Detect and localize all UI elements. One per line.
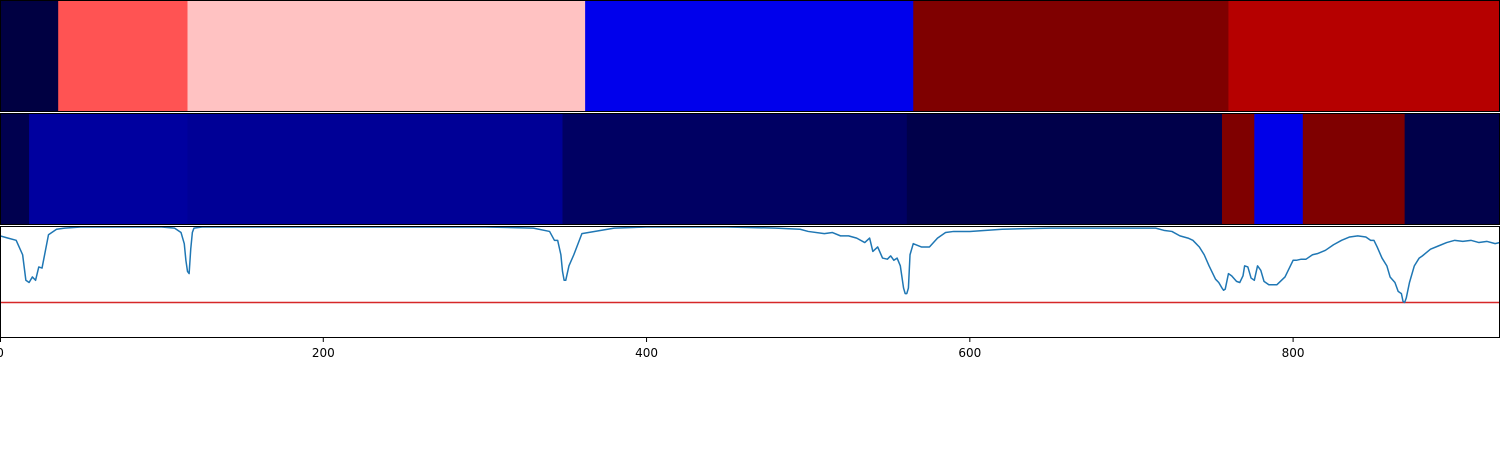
segmentation-bottom-segment-1 bbox=[29, 114, 189, 225]
x-tick-label-600: 600 bbox=[958, 346, 981, 360]
line-panel-frame bbox=[0, 226, 1500, 338]
segmentation-bottom-segment-4 bbox=[906, 114, 1223, 225]
x-axis: 0 200 400 600 800 bbox=[0, 338, 1305, 360]
x-tick-label-800: 800 bbox=[1282, 346, 1305, 360]
segmentation-top-segment-0 bbox=[0, 1, 59, 112]
heatmap-bottom bbox=[0, 114, 1500, 225]
segmentation-top-segment-4 bbox=[913, 1, 1230, 112]
x-tick-label-0: 0 bbox=[0, 346, 4, 360]
segmentation-top-segment-5 bbox=[1228, 1, 1500, 112]
heatmap-top bbox=[0, 1, 1500, 112]
x-tick-label-400: 400 bbox=[635, 346, 658, 360]
line-panel bbox=[0, 226, 1500, 304]
segmentation-bottom-segment-6 bbox=[1254, 114, 1304, 225]
segmentation-bottom-segment-5 bbox=[1221, 114, 1255, 225]
x-tick-label-200: 200 bbox=[312, 346, 335, 360]
segmentation-bottom-segment-8 bbox=[1404, 114, 1500, 225]
segmentation-top-segment-1 bbox=[58, 1, 189, 112]
segmentation-top-segment-3 bbox=[585, 1, 914, 112]
segmentation-top-segment-2 bbox=[187, 1, 586, 112]
segmentation-bottom-segment-7 bbox=[1302, 114, 1406, 225]
score-series-line bbox=[0, 226, 1500, 304]
segmentation-bottom-segment-3 bbox=[562, 114, 908, 225]
segmentation-bottom-segment-2 bbox=[187, 114, 564, 225]
segmentation-bottom-segment-0 bbox=[0, 114, 30, 225]
